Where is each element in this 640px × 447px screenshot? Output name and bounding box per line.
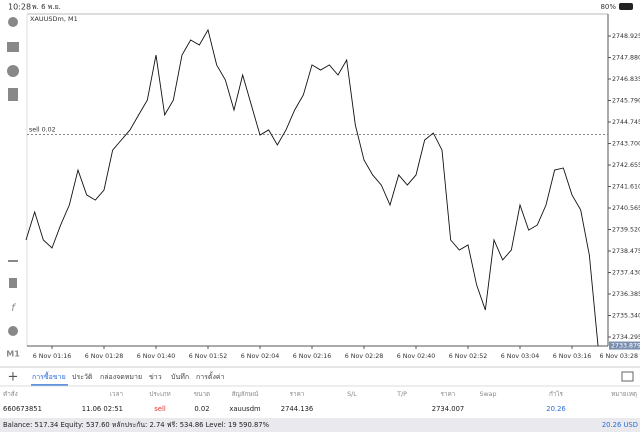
y-tick-label: 2740.565	[612, 205, 640, 212]
y-tick-label: 2737.430	[612, 269, 640, 276]
account-summary: Balance: 517.34 Equity: 537.60 หลักประกั…	[3, 421, 270, 429]
y-tick-label: 2738.475	[612, 248, 640, 255]
price-line	[25, 28, 599, 346]
tab[interactable]: กล่องจดหมาย	[100, 373, 142, 381]
status-date: พ. 6 พ.ย.	[32, 3, 61, 11]
x-tick-label: 6 Nov 02:28	[345, 353, 383, 360]
table-cell: 2744.136	[281, 405, 313, 413]
y-tick-label: 2745.790	[612, 98, 640, 105]
order-label: sell 0.02	[29, 127, 56, 134]
table-cell: 660673851	[3, 405, 42, 413]
trade-icon[interactable]	[7, 42, 19, 52]
tab[interactable]: ประวัติ	[72, 373, 93, 381]
column-header: คำสั่ง	[3, 389, 18, 398]
x-tick-label: 6 Nov 01:28	[85, 353, 123, 360]
column-header: หมายเหตุ	[611, 391, 637, 398]
timeframe-button[interactable]: M1	[6, 350, 20, 359]
x-tick-label: 6 Nov 02:04	[241, 353, 279, 360]
x-tick-label: 6 Nov 03:28	[600, 353, 638, 360]
table-cell: 20.26	[546, 405, 565, 413]
tab[interactable]: การตั้งค่า	[196, 370, 225, 381]
x-tick-label: 6 Nov 03:04	[501, 353, 539, 360]
account-icon[interactable]	[8, 17, 18, 27]
left-toolbar: f	[7, 17, 19, 336]
y-tick-label: 2739.520	[612, 226, 640, 233]
battery-icon	[619, 3, 633, 10]
chat-icon[interactable]	[7, 65, 19, 77]
table-cell: 11.06 02:51	[82, 405, 123, 413]
y-tick-label: 2748.925	[612, 33, 640, 40]
plot: 2748.925 2747.880 2746.835 2745.790 2744.745…	[25, 28, 640, 360]
table-cell: 2734.007	[432, 405, 464, 413]
column-header: ประเภท	[149, 391, 170, 398]
x-tick-label: 6 Nov 02:16	[293, 353, 331, 360]
y-tick-label: 2747.880	[612, 55, 640, 62]
tabs: การซื้อขาย ประวัติ กล่องจดหมาย ข่าว บันทึก กา…	[31, 370, 225, 386]
footer-bar	[0, 418, 640, 432]
status-time: 10:28	[8, 3, 31, 12]
indicator-icon[interactable]: f	[11, 303, 16, 314]
add-icon[interactable]	[8, 88, 18, 101]
column-header: สัญลักษณ์	[232, 390, 259, 398]
column-header: ราคา	[290, 391, 305, 398]
x-tick-label: 6 Nov 01:52	[189, 353, 227, 360]
x-tick-label: 6 Nov 01:16	[33, 353, 71, 360]
column-header: T/P	[396, 391, 407, 398]
y-tick-label: 2736.385	[612, 291, 640, 298]
orders-table: คำสั่ง เวลา ประเภท ขนาด สัญลักษณ์ ราคา S/L T/P ร…	[3, 389, 637, 413]
y-tick-label: 2741.610	[612, 184, 640, 191]
expand-icon[interactable]	[621, 371, 634, 382]
table-cell: xauusdm	[229, 405, 261, 413]
current-price-label: 2733.879	[611, 343, 640, 350]
column-header: กำไร	[549, 390, 564, 398]
y-tick-label: 2742.655	[612, 162, 640, 169]
column-header: ขนาด	[194, 391, 210, 398]
tab[interactable]: การซื้อขาย	[32, 370, 66, 381]
candles-icon[interactable]	[9, 278, 17, 288]
y-tick-label: 2746.835	[612, 76, 640, 83]
column-header: ราคา	[441, 391, 456, 398]
symbol-label: XAUUSDm, M1	[30, 15, 78, 23]
y-tick-label: 2734.295	[612, 334, 640, 341]
x-tick-label: 6 Nov 02:52	[449, 353, 487, 360]
status-battery: 80%	[600, 3, 616, 11]
crosshair-icon[interactable]	[8, 260, 18, 262]
total-profit: 20.26 USD	[602, 421, 638, 429]
add-button[interactable]: +	[8, 370, 19, 385]
current-price-box	[609, 341, 640, 350]
column-header: S/L	[347, 391, 357, 398]
tab[interactable]: ข่าว	[149, 373, 162, 381]
x-tick-label: 6 Nov 02:40	[397, 353, 435, 360]
column-header: เวลา	[110, 391, 123, 398]
column-header: Swap	[479, 391, 496, 398]
y-tick-label: 2744.745	[612, 119, 640, 126]
y-tick-label: 2735.340	[612, 312, 640, 319]
table-cell: sell	[154, 405, 166, 413]
x-tick-label: 6 Nov 03:16	[553, 353, 591, 360]
table-cell: 0.02	[194, 405, 209, 413]
tab[interactable]: บันทึก	[171, 372, 189, 381]
y-tick-label: 2743.700	[612, 141, 640, 148]
objects-icon[interactable]	[8, 326, 18, 336]
x-tick-label: 6 Nov 01:40	[137, 353, 175, 360]
